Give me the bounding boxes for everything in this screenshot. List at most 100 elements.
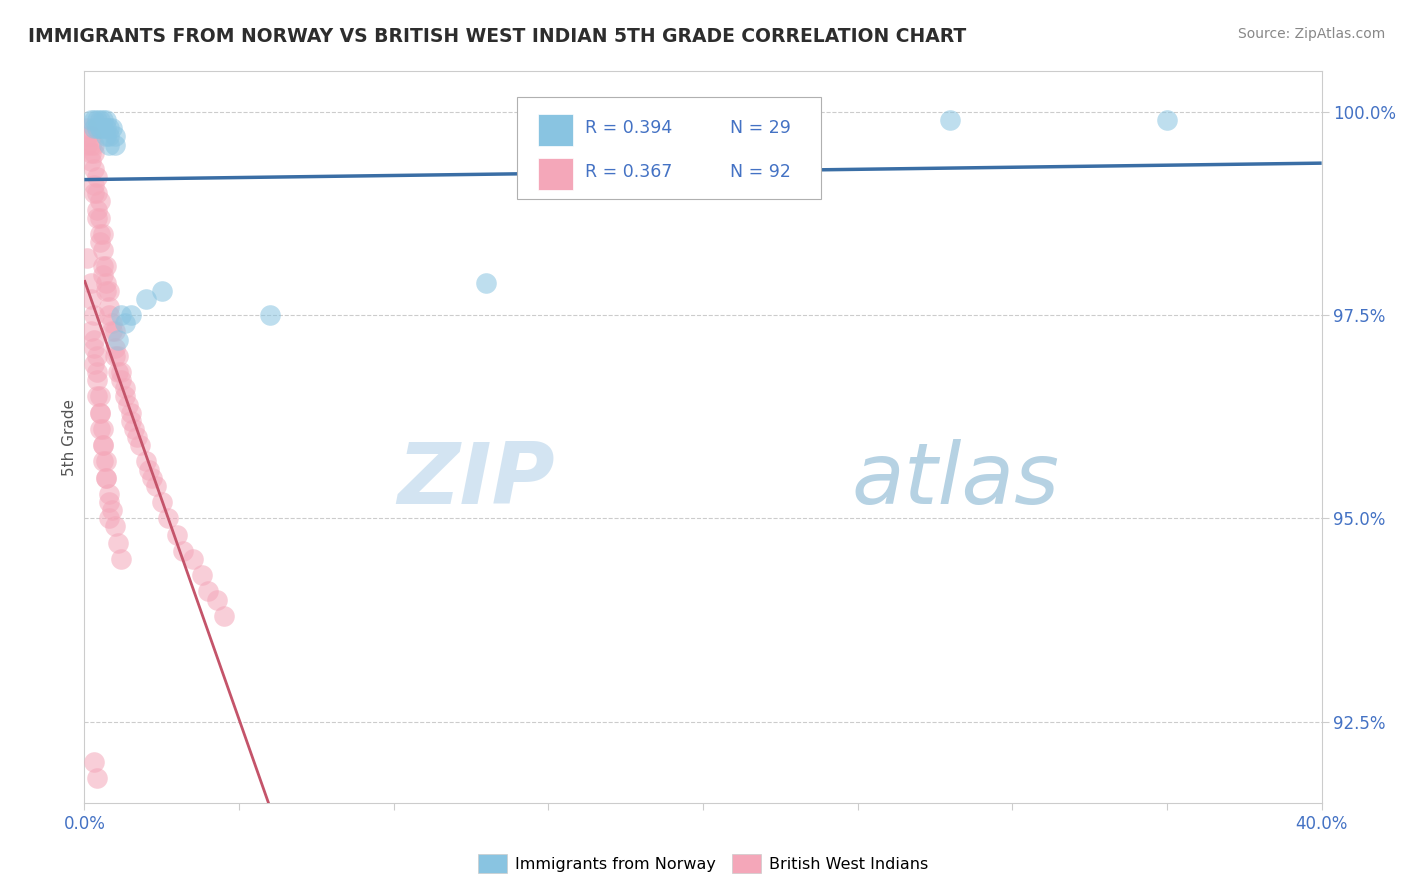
- FancyBboxPatch shape: [517, 97, 821, 200]
- Point: [104, 341, 127, 355]
- Point: [79, 325, 101, 339]
- Point: [98, 308, 121, 322]
- Point: [94, 113, 117, 128]
- Point: [120, 414, 142, 428]
- Point: [145, 479, 167, 493]
- Point: [94, 284, 117, 298]
- Point: [191, 568, 214, 582]
- Point: [83, 357, 105, 371]
- Point: [86, 349, 108, 363]
- Point: [86, 389, 108, 403]
- Point: [76, 252, 98, 266]
- Point: [86, 211, 108, 225]
- Text: R = 0.394: R = 0.394: [585, 120, 672, 137]
- Point: [122, 422, 145, 436]
- Text: N = 29: N = 29: [730, 120, 792, 137]
- Point: [104, 519, 127, 533]
- Point: [83, 333, 105, 347]
- Point: [172, 544, 194, 558]
- Bar: [538, 158, 574, 190]
- Point: [104, 129, 127, 144]
- Point: [98, 121, 121, 136]
- Y-axis label: 5th Grade: 5th Grade: [62, 399, 77, 475]
- Point: [110, 552, 132, 566]
- Point: [135, 454, 157, 468]
- Text: R = 0.367: R = 0.367: [585, 163, 673, 181]
- Point: [91, 422, 114, 436]
- Point: [83, 308, 105, 322]
- Point: [107, 349, 129, 363]
- Point: [150, 495, 173, 509]
- Point: [91, 121, 114, 136]
- Text: IMMIGRANTS FROM NORWAY VS BRITISH WEST INDIAN 5TH GRADE CORRELATION CHART: IMMIGRANTS FROM NORWAY VS BRITISH WEST I…: [28, 27, 966, 45]
- Point: [212, 608, 235, 623]
- Point: [89, 113, 111, 128]
- Point: [83, 113, 105, 128]
- Point: [83, 755, 105, 769]
- Point: [107, 535, 129, 549]
- Point: [135, 292, 157, 306]
- Point: [86, 373, 108, 387]
- Point: [83, 186, 105, 201]
- Point: [94, 276, 117, 290]
- Point: [98, 495, 121, 509]
- Point: [79, 145, 101, 160]
- Point: [114, 381, 136, 395]
- Point: [166, 527, 188, 541]
- Point: [91, 438, 114, 452]
- Point: [89, 389, 111, 403]
- Point: [83, 121, 105, 136]
- Text: N = 92: N = 92: [730, 163, 792, 181]
- Bar: [538, 114, 574, 146]
- Point: [89, 211, 111, 225]
- Point: [141, 471, 163, 485]
- Point: [197, 584, 219, 599]
- Point: [89, 194, 111, 209]
- Point: [94, 260, 117, 274]
- Point: [94, 471, 117, 485]
- Point: [86, 113, 108, 128]
- Point: [207, 592, 229, 607]
- Point: [86, 186, 108, 201]
- Point: [114, 316, 136, 330]
- Legend: Immigrants from Norway, British West Indians: Immigrants from Norway, British West Ind…: [472, 847, 934, 879]
- Point: [91, 227, 114, 241]
- Point: [94, 129, 117, 144]
- Point: [79, 292, 101, 306]
- Point: [475, 276, 498, 290]
- Point: [98, 284, 121, 298]
- Point: [89, 406, 111, 420]
- Point: [939, 113, 962, 128]
- Point: [94, 471, 117, 485]
- Point: [104, 349, 127, 363]
- Point: [94, 454, 117, 468]
- Point: [83, 145, 105, 160]
- Point: [91, 113, 114, 128]
- Point: [79, 113, 101, 128]
- Point: [76, 121, 98, 136]
- Point: [79, 129, 101, 144]
- Point: [125, 430, 148, 444]
- Point: [114, 389, 136, 403]
- Text: Source: ZipAtlas.com: Source: ZipAtlas.com: [1237, 27, 1385, 41]
- Point: [83, 161, 105, 176]
- Point: [156, 511, 179, 525]
- Point: [107, 333, 129, 347]
- Point: [98, 487, 121, 501]
- Point: [98, 511, 121, 525]
- Point: [91, 268, 114, 282]
- Point: [76, 129, 98, 144]
- Point: [89, 422, 111, 436]
- Point: [138, 462, 160, 476]
- Point: [91, 438, 114, 452]
- Point: [107, 365, 129, 379]
- Point: [91, 454, 114, 468]
- Point: [86, 202, 108, 217]
- Point: [104, 137, 127, 152]
- Text: atlas: atlas: [852, 440, 1060, 523]
- Point: [129, 438, 152, 452]
- Point: [79, 276, 101, 290]
- Point: [86, 772, 108, 786]
- Point: [89, 235, 111, 249]
- Point: [98, 300, 121, 314]
